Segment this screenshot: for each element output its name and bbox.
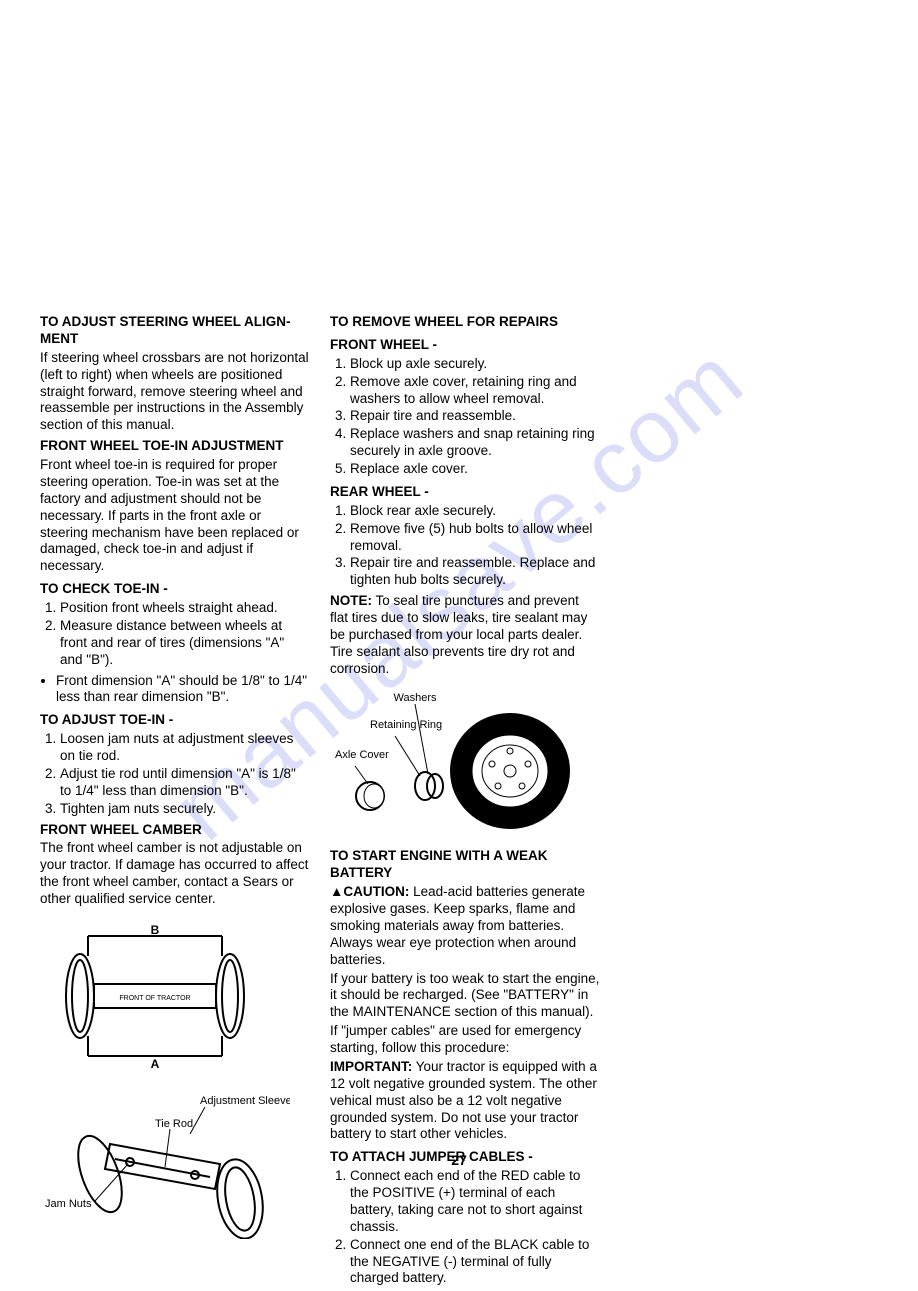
heading-front-wheel: FRONT WHEEL - xyxy=(330,337,600,354)
page-content: TO ADJUST STEERING WHEEL ALIGN­MENT If s… xyxy=(40,310,878,1291)
para-steering: If steering wheel crossbars are not hori… xyxy=(40,350,310,434)
para-jumper: If "jumper cables" are used for emergenc… xyxy=(330,1023,600,1057)
heading-jumper: TO ATTACH JUMPER CABLES - xyxy=(330,1149,600,1166)
list-item: Front dimension "A" should be 1/8" to 1/… xyxy=(56,673,310,707)
para-note: NOTE: To seal tire punctures and prevent… xyxy=(330,593,600,677)
diagram-wheel: Washers Retaining Ring Axle Cover xyxy=(330,686,600,841)
label-washers: Washers xyxy=(394,692,437,704)
list-item: Remove axle cover, retaining ring and wa… xyxy=(350,374,600,408)
para-caution: ▲CAUTION: Lead-acid batteries generate e… xyxy=(330,884,600,968)
list-item: Adjust tie rod until dimension "A" is 1/… xyxy=(60,766,310,800)
para-important: IMPORTANT: Your tractor is equipped with… xyxy=(330,1059,600,1143)
label-b: B xyxy=(151,923,160,937)
tierod-svg: Adjustment Sleeves Tie Rod Jam Nuts xyxy=(40,1089,290,1239)
label-a: A xyxy=(151,1057,160,1071)
adjust-toein-list: Loosen jam nuts at adjustment sleeves on… xyxy=(40,731,310,817)
wheel-svg: Washers Retaining Ring Axle Cover xyxy=(330,686,590,836)
list-item: Connect one end of the BLACK cable to th… xyxy=(350,1237,600,1288)
left-column: TO ADJUST STEERING WHEEL ALIGN­MENT If s… xyxy=(40,310,310,1291)
label-adj: Adjustment Sleeves xyxy=(200,1095,290,1107)
caution-icon: ▲ xyxy=(330,884,343,899)
heading-adjust-toein: TO ADJUST TOE-IN - xyxy=(40,712,310,729)
caution-label: CAUTION: xyxy=(343,884,409,899)
list-item: Repair tire and reassemble. Replace and … xyxy=(350,555,600,589)
label-front: FRONT OF TRACTOR xyxy=(119,995,190,1002)
list-item: Remove five (5) hub bolts to allow wheel… xyxy=(350,521,600,555)
important-label: IMPORTANT: xyxy=(330,1059,412,1074)
list-item: Loosen jam nuts at adjustment sleeves on… xyxy=(60,731,310,765)
toein-svg: B A FRONT OF TRACTOR xyxy=(40,916,270,1076)
list-item: Tighten jam nuts securely. xyxy=(60,801,310,818)
list-item: Repair tire and reassemble. xyxy=(350,408,600,425)
front-wheel-list: Block up axle securely. Remove axle cove… xyxy=(330,356,600,478)
heading-steering: TO ADJUST STEERING WHEEL ALIGN­MENT xyxy=(40,314,310,348)
heading-rear-wheel: REAR WHEEL - xyxy=(330,484,600,501)
label-jam: Jam Nuts xyxy=(45,1198,92,1210)
list-item: Position front wheels straight ahead. xyxy=(60,600,310,617)
label-cover: Axle Cover xyxy=(335,749,389,761)
diagram-toein: B A FRONT OF TRACTOR xyxy=(40,916,310,1081)
heading-weak-battery: TO START ENGINE WITH A WEAK BATTERY xyxy=(330,848,600,882)
heading-check-toein: TO CHECK TOE-IN - xyxy=(40,581,310,598)
list-item: Block up axle securely. xyxy=(350,356,600,373)
jumper-list: Connect each end of the RED cable to the… xyxy=(330,1168,600,1287)
note-label: NOTE: xyxy=(330,593,372,608)
list-item: Replace axle cover. xyxy=(350,461,600,478)
heading-camber: FRONT WHEEL CAMBER xyxy=(40,822,310,839)
label-tie: Tie Rod xyxy=(155,1118,193,1130)
check-toein-list: Position front wheels straight ahead. Me… xyxy=(40,600,310,669)
rear-wheel-list: Block rear axle securely. Remove five (5… xyxy=(330,503,600,589)
para-camber: The front wheel camber is not adjustable… xyxy=(40,840,310,908)
right-column: TO REMOVE WHEEL FOR REPAIRS FRONT WHEEL … xyxy=(330,310,600,1291)
heading-toein-adj: FRONT WHEEL TOE-IN ADJUSTMENT xyxy=(40,438,310,455)
list-item: Measure distance between wheels at front… xyxy=(60,618,310,669)
para-toein: Front wheel toe-in is required for prope… xyxy=(40,457,310,575)
diagram-tierod: Adjustment Sleeves Tie Rod Jam Nuts xyxy=(40,1089,310,1244)
list-item: Block rear axle securely. xyxy=(350,503,600,520)
check-toein-bullet: Front dimension "A" should be 1/8" to 1/… xyxy=(40,673,310,707)
label-ring: Retaining Ring xyxy=(370,719,442,731)
list-item: Replace washers and snap retaining ring … xyxy=(350,426,600,460)
list-item: Connect each end of the RED cable to the… xyxy=(350,1168,600,1236)
para-recharge: If your battery is too weak to start the… xyxy=(330,971,600,1022)
heading-remove-wheel: TO REMOVE WHEEL FOR REPAIRS xyxy=(330,314,600,331)
